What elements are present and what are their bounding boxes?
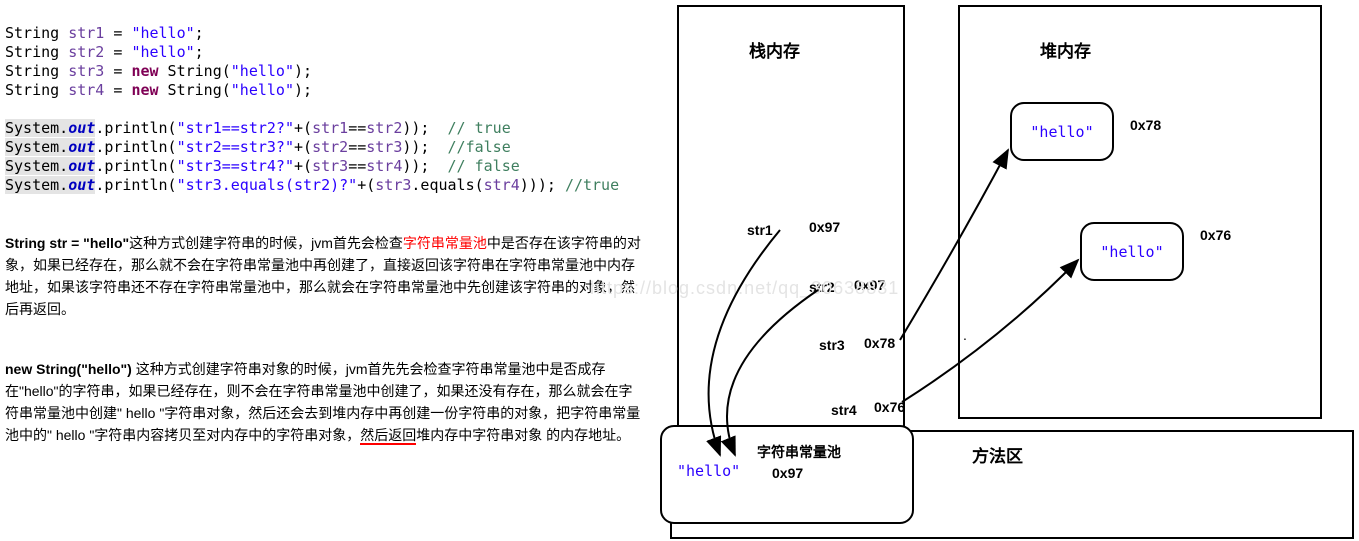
stack-var-3: str3 — [819, 337, 845, 353]
heap-obj-1: "hello" — [1010, 102, 1114, 161]
print-line-2: System.out.println("str2==str3?"+(str2==… — [5, 138, 511, 156]
stack-addr-1: 0x97 — [809, 219, 840, 235]
heap-dot: . — [963, 327, 967, 343]
pool-text: "hello" — [677, 462, 740, 480]
pool-label: 字符串常量池 — [757, 442, 841, 462]
code-line-4: String str4 = new String("hello"); — [5, 81, 312, 99]
explanation-2: new String("hello") 这种方式创建字符串对象的时候，jvm首先… — [5, 358, 645, 446]
pool-addr: 0x97 — [772, 465, 803, 481]
method-area-title: 方法区 — [972, 442, 1023, 467]
print-line-4: System.out.println("str3.equals(str2)?"+… — [5, 176, 619, 194]
heap-obj-1-addr: 0x78 — [1130, 117, 1161, 133]
print-line-3: System.out.println("str3==str4?"+(str3==… — [5, 157, 520, 175]
stack-addr-4: 0x76 — [874, 399, 905, 415]
string-pool: "hello" 字符串常量池 0x97 — [660, 425, 914, 524]
explanation-1: String str = "hello"这种方式创建字符串的时候，jvm首先会检… — [5, 232, 645, 320]
heap-obj-2: "hello" — [1080, 222, 1184, 281]
stack-addr-3: 0x78 — [864, 335, 895, 351]
stack-var-4: str4 — [831, 402, 857, 418]
code-line-2: String str2 = "hello"; — [5, 43, 204, 61]
print-line-1: System.out.println("str1==str2?"+(str1==… — [5, 119, 511, 137]
stack-var-1: str1 — [747, 222, 773, 238]
heap-obj-2-addr: 0x76 — [1200, 227, 1231, 243]
code-line-3: String str3 = new String("hello"); — [5, 62, 312, 80]
heap-box: 堆内存 "hello" 0x78 "hello" 0x76 . — [958, 5, 1322, 419]
watermark: https://blog.csdn.net/qq_30638831 — [590, 278, 899, 299]
heap-obj-1-text: "hello" — [1030, 123, 1093, 141]
code-block: String str1 = "hello"; String str2 = "he… — [5, 5, 619, 195]
heap-obj-2-text: "hello" — [1100, 243, 1163, 261]
code-line-1: String str1 = "hello"; — [5, 24, 204, 42]
heap-title: 堆内存 — [1040, 37, 1091, 62]
stack-title: 栈内存 — [749, 37, 800, 62]
